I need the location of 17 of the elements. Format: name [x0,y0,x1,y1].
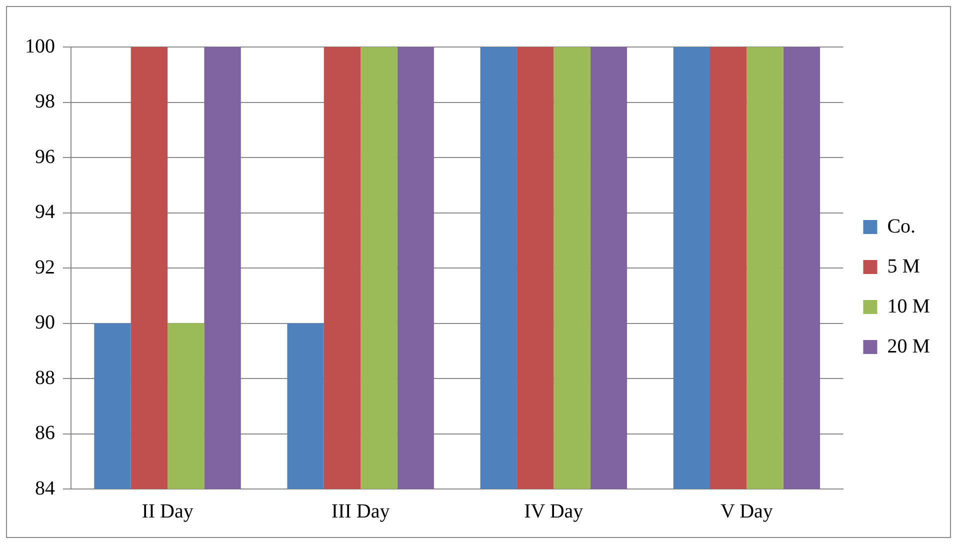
x-tick-label: IV Day [524,500,584,522]
y-tick-label: 94 [35,201,55,223]
y-tick-label: 96 [35,146,55,168]
legend-label: Co. [887,215,916,238]
x-tick-label: V Day [720,500,773,522]
legend-label: 10 M [887,295,930,318]
x-tick-label: II Day [142,500,194,522]
y-tick-label: 92 [35,256,55,278]
legend-label: 20 M [887,335,930,358]
y-tick-label: 90 [35,312,55,334]
y-tick-label: 98 [35,90,55,112]
y-tick-label: 84 [35,477,55,500]
legend-label: 5 M [887,255,920,278]
y-tick-label: 100 [25,35,55,58]
x-tick-label: III Day [331,500,390,522]
y-tick-label: 86 [35,422,55,444]
y-tick-label: 88 [35,366,55,389]
